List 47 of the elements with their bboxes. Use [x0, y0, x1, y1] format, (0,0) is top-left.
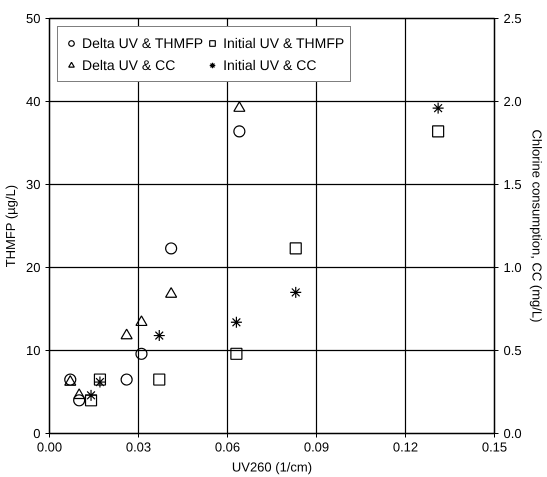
point [73, 394, 86, 406]
x-tick-label: 0.00 [36, 440, 62, 454]
point [73, 388, 86, 400]
y-tick-label: 30 [26, 177, 41, 192]
x-tick-label: 0.06 [214, 440, 240, 454]
point [153, 329, 166, 342]
point [94, 376, 106, 388]
point [153, 373, 166, 386]
y-tick-label: 20 [26, 260, 41, 275]
point [165, 287, 178, 298]
x-tick-label: 0.12 [392, 440, 418, 454]
y-tick-label: 50 [26, 11, 41, 26]
x-tick-label: 0.15 [482, 440, 508, 454]
y-tick-label: 10 [26, 343, 41, 358]
point [290, 242, 302, 255]
point [233, 101, 246, 112]
x-tick-label: 0.09 [304, 440, 330, 454]
point [84, 394, 98, 406]
y2-tick-label: 0.0 [504, 426, 522, 441]
y-tick-label: 0 [33, 426, 41, 441]
legend-label: Delta UV & CC [82, 57, 176, 73]
legend-label: Initial UV & THMFP [223, 35, 344, 51]
point [120, 328, 133, 340]
point [230, 316, 242, 328]
y2-axis-title: Chlorine consumption, CC (mg/L) [530, 130, 545, 322]
point [165, 242, 178, 254]
y2-tick-label: 2.0 [504, 94, 522, 109]
y2-tick-label: 1.5 [504, 177, 522, 192]
point [120, 373, 133, 386]
y-tick-label: 40 [26, 94, 41, 109]
point [84, 389, 98, 402]
point [432, 125, 444, 138]
y2-tick-label: 0.5 [504, 343, 522, 358]
y2-tick-label: 1.0 [504, 260, 522, 275]
point [94, 373, 106, 386]
point [230, 348, 242, 360]
x-axis-title: UV260 (1/cm) [232, 460, 312, 474]
point [135, 348, 148, 360]
legend-label: Delta UV & THMFP [82, 35, 204, 51]
point [432, 102, 444, 114]
legend-label: Initial UV & CC [223, 57, 316, 73]
point [233, 125, 246, 138]
x-tick-label: 0.03 [126, 440, 152, 454]
y-axis-title: THMFP (µg/L) [3, 184, 18, 268]
point [290, 286, 302, 298]
y2-tick-label: 2.5 [504, 11, 522, 26]
point [135, 315, 148, 326]
